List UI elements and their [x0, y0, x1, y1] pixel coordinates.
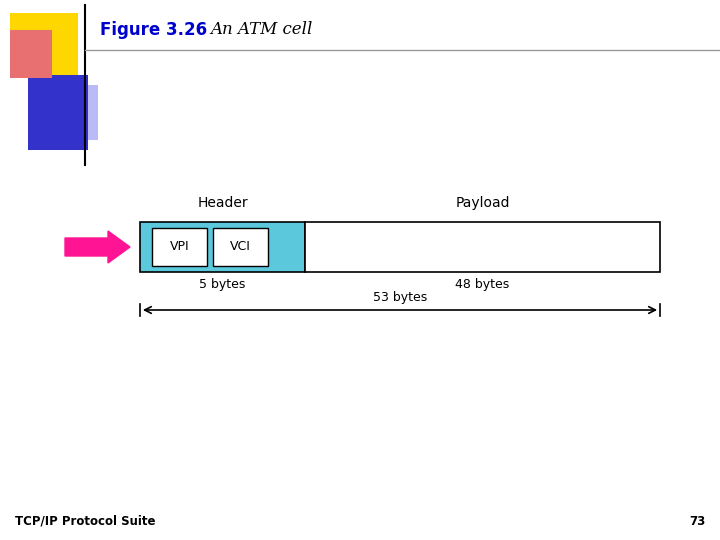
Text: TCP/IP Protocol Suite: TCP/IP Protocol Suite	[15, 515, 156, 528]
Bar	[140, 222, 305, 272]
Bar	[213, 228, 268, 266]
Text: An ATM cell: An ATM cell	[210, 22, 312, 38]
Text: 53 bytes: 53 bytes	[373, 291, 427, 304]
Bar	[10, 13, 78, 78]
FancyArrow shape	[65, 231, 130, 263]
Text: 73: 73	[689, 515, 705, 528]
Text: VCI: VCI	[230, 240, 251, 253]
Text: VPI: VPI	[170, 240, 189, 253]
Text: Payload: Payload	[455, 196, 510, 210]
Bar	[68, 85, 98, 140]
Text: Figure 3.26: Figure 3.26	[100, 21, 207, 39]
Bar	[28, 75, 88, 150]
Bar	[305, 222, 660, 272]
Bar	[10, 30, 52, 78]
Text: 5 bytes: 5 bytes	[199, 278, 246, 291]
Bar	[152, 228, 207, 266]
Text: Header: Header	[197, 196, 248, 210]
Text: 48 bytes: 48 bytes	[455, 278, 510, 291]
